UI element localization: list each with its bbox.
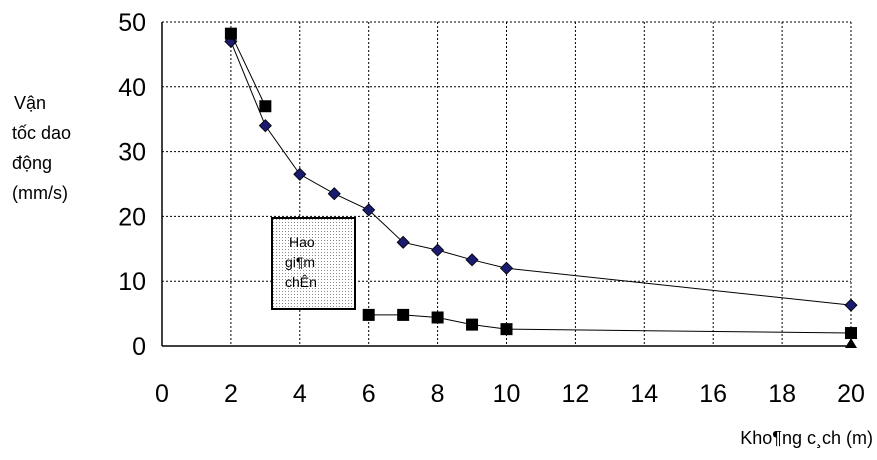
annotation-line-2: gi¶m: [285, 254, 315, 270]
y-tick-label: 0: [132, 333, 146, 361]
x-tick-label: 0: [155, 380, 169, 408]
x-tick-label: 12: [561, 380, 589, 408]
data-point-square: [500, 323, 513, 336]
y-tick-label: 20: [118, 203, 146, 231]
y-tick-label: 30: [118, 139, 146, 167]
data-point-square: [259, 100, 272, 113]
series-line: [230, 41, 852, 306]
data-point-triangle: [845, 338, 857, 349]
data-point-diamond: [293, 167, 307, 181]
y-tick-labels: 0 10 20 30 40 50: [118, 9, 146, 361]
series-line: [230, 33, 266, 107]
x-tick-label: 10: [493, 380, 521, 408]
data-point-diamond: [362, 203, 376, 217]
y-tick-label: 40: [118, 74, 146, 102]
y-tick-label: 10: [118, 268, 146, 296]
x-tick-label: 6: [362, 380, 376, 408]
data-point-square: [224, 27, 237, 40]
series-layer: [224, 27, 858, 349]
data-point-diamond: [844, 298, 858, 312]
data-point-diamond: [499, 261, 514, 275]
y-axis-label-line-2: tốc dao: [12, 123, 71, 143]
x-tick-label: 14: [630, 380, 658, 408]
y-tick-label: 50: [118, 9, 146, 37]
annotation-box-frame: [271, 217, 356, 310]
y-axis-label-line-4: (mm/s): [12, 183, 68, 203]
data-point-diamond: [258, 119, 272, 133]
data-point-square: [845, 327, 857, 340]
annotation-line-3: chÊn: [285, 274, 317, 290]
data-point-diamond: [431, 243, 445, 257]
data-point-diamond: [465, 253, 479, 267]
x-axis-label: Kho¶ng c¸ch (m): [740, 428, 873, 448]
series-1: [224, 34, 858, 312]
x-tick-label: 4: [293, 380, 307, 408]
data-point-diamond: [327, 187, 341, 201]
annotation-line-1: Hao: [289, 234, 315, 250]
x-tick-labels: 0 2 4 6 8 10 12 14 16 18 20: [155, 380, 865, 408]
series-2: [224, 27, 272, 113]
data-point-square: [431, 311, 444, 324]
data-point-square: [397, 308, 410, 321]
y-axis-label: Vận tốc dao động (mm/s): [12, 93, 71, 203]
y-axis-label-line-1: Vận: [14, 93, 46, 113]
series-3: [362, 308, 857, 340]
data-point-diamond: [396, 235, 410, 249]
x-tick-label: 2: [224, 380, 238, 408]
x-tick-label: 8: [431, 380, 445, 408]
x-tick-label: 18: [768, 380, 796, 408]
gridlines: [162, 21, 852, 346]
annotation-box: Hao gi¶m chÊn: [271, 217, 356, 310]
data-point-square: [466, 318, 479, 331]
x-tick-label: 16: [699, 380, 727, 408]
axes: [161, 22, 851, 347]
series-4: [845, 338, 857, 349]
x-tick-label: 20: [837, 380, 865, 408]
data-point-square: [362, 308, 375, 321]
y-axis-label-line-3: động: [12, 153, 52, 173]
